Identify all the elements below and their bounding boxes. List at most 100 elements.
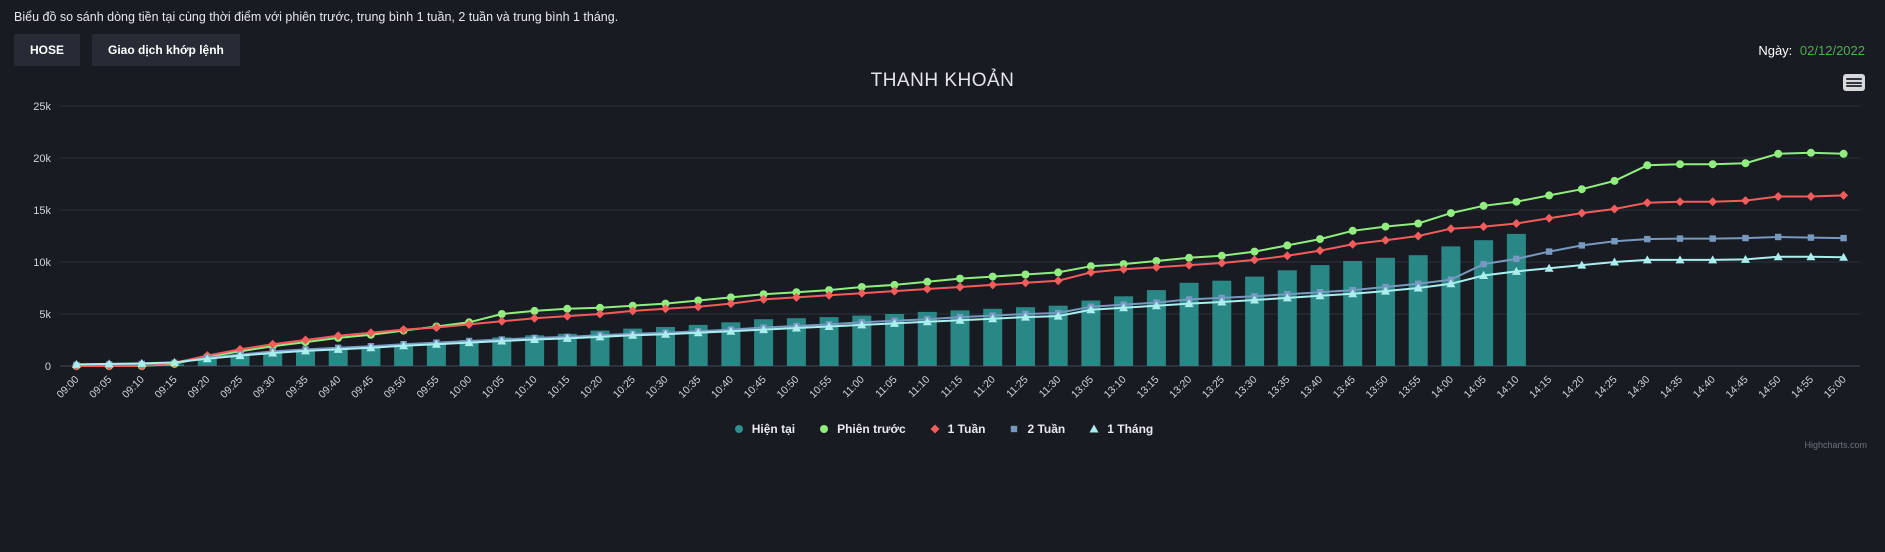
marker-1-thang (399, 341, 409, 350)
legend-label: Hiện tại (751, 422, 796, 436)
bar-hien-tai (1212, 280, 1232, 366)
marker-phien-truoc (1054, 268, 1063, 277)
legend-item-hien-tai[interactable]: Hiện tại (732, 422, 795, 436)
x-tick-label: 13:40 (1298, 374, 1325, 401)
x-tick-label: 09:45 (349, 374, 376, 401)
marker-1-tuan (1479, 222, 1489, 232)
marker-phien-truoc (1381, 222, 1390, 231)
marker-phien-truoc (1479, 201, 1488, 210)
legend-item-2-tuan[interactable]: 2 Tuần (1007, 422, 1065, 436)
marker-1-thang (333, 344, 343, 353)
x-tick-label: 10:05 (480, 374, 507, 401)
diamond-marker-icon (930, 424, 940, 434)
marker-phien-truoc (694, 296, 703, 305)
bar-hien-tai (950, 310, 970, 366)
marker-2-tuan (1807, 234, 1815, 241)
marker-1-tuan (1381, 235, 1390, 245)
x-tick-label: 09:50 (382, 374, 409, 401)
marker-1-tuan (1053, 276, 1063, 286)
bar-hien-tai (525, 335, 545, 366)
x-tick-label: 09:10 (120, 374, 147, 401)
marker-1-thang (1119, 303, 1129, 312)
marker-phien-truoc (1610, 176, 1619, 185)
marker-1-tuan (1642, 198, 1652, 208)
bar-hien-tai (1408, 255, 1428, 366)
matched-orders-button[interactable]: Giao dịch khớp lệnh (92, 34, 240, 66)
x-tick-label: 14:50 (1756, 374, 1783, 401)
legend-item-phien-truoc[interactable]: Phiên trước (817, 422, 906, 436)
marker-2-tuan (1742, 234, 1749, 242)
bar-hien-tai (852, 315, 872, 366)
marker-1-tuan (1675, 197, 1685, 207)
bar-hien-tai (557, 333, 577, 366)
marker-1-tuan (1806, 192, 1816, 201)
marker-2-tuan (1775, 233, 1782, 241)
marker-1-thang (1053, 311, 1063, 320)
marker-1-tuan (955, 282, 965, 292)
exchange-button-hose[interactable]: HOSE (14, 34, 81, 66)
marker-1-tuan (1839, 190, 1849, 200)
toolbar-buttons: HOSE Giao dịch khớp lệnh (14, 34, 240, 66)
marker-phien-truoc (825, 286, 834, 295)
marker-phien-truoc (792, 288, 801, 297)
x-tick-label: 14:20 (1560, 374, 1587, 401)
marker-1-thang (530, 335, 539, 343)
legend-label: 2 Tuần (1027, 422, 1066, 436)
marker-phien-truoc (596, 303, 604, 312)
bar-hien-tai (786, 318, 806, 366)
y-tick-label: 25k (33, 101, 51, 113)
marker-phien-truoc (1676, 160, 1684, 169)
chart-menu-icon[interactable] (1843, 74, 1865, 91)
marker-phien-truoc (497, 310, 506, 318)
marker-1-thang (1282, 293, 1292, 302)
marker-1-tuan (1511, 219, 1521, 228)
marker-1-thang (431, 339, 441, 348)
marker-phien-truoc (628, 301, 637, 310)
marker-1-tuan (1119, 264, 1129, 274)
x-tick-label: 11:05 (873, 374, 900, 401)
x-tick-label: 09:30 (251, 374, 278, 401)
marker-1-thang (857, 320, 867, 329)
marker-1-tuan (562, 311, 572, 321)
bar-hien-tai (394, 344, 414, 366)
marker-1-tuan (1282, 251, 1292, 261)
marker-1-tuan (399, 325, 409, 335)
highcharts-credit[interactable]: Highcharts.com (1804, 440, 1867, 450)
bar-hien-tai (328, 348, 348, 366)
marker-1-thang (1708, 255, 1718, 264)
x-tick-label: 13:10 (1102, 374, 1129, 401)
marker-phien-truoc (563, 304, 572, 313)
marker-phien-truoc (1348, 226, 1357, 235)
marker-1-thang (1315, 291, 1325, 300)
bar-hien-tai (1474, 240, 1494, 366)
triangle-marker-icon (1089, 424, 1099, 433)
marker-2-tuan (1840, 234, 1847, 242)
x-tick-label: 10:50 (774, 374, 801, 401)
marker-1-thang (693, 328, 703, 337)
x-tick-label: 13:55 (1396, 374, 1423, 401)
x-tick-label: 10:20 (578, 374, 605, 401)
marker-2-tuan (1545, 248, 1553, 255)
marker-1-tuan (1741, 196, 1750, 206)
bar-hien-tai (819, 317, 839, 366)
x-tick-label: 13:25 (1200, 374, 1227, 401)
marker-1-thang (1544, 263, 1554, 272)
x-tick-label: 13:45 (1331, 374, 1358, 401)
legend-item-1-tuan[interactable]: 1 Tuần (928, 422, 985, 436)
marker-phien-truoc (530, 306, 539, 315)
marker-1-thang (268, 348, 278, 357)
marker-1-tuan (1315, 246, 1325, 256)
bar-hien-tai (1048, 305, 1068, 366)
x-tick-label: 10:00 (447, 374, 474, 401)
x-tick-label: 10:15 (545, 374, 572, 401)
marker-1-tuan (1151, 262, 1161, 272)
marker-phien-truoc (1708, 160, 1717, 169)
x-tick-label: 11:00 (840, 374, 867, 401)
y-tick-label: 0 (45, 361, 51, 373)
marker-1-thang (1413, 283, 1423, 292)
bar-hien-tai (1376, 257, 1395, 366)
marker-1-tuan (1217, 258, 1227, 268)
x-tick-label: 13:05 (1069, 374, 1096, 401)
bar-hien-tai (1343, 261, 1363, 366)
legend-item-1-thang[interactable]: 1 Tháng (1087, 422, 1153, 436)
